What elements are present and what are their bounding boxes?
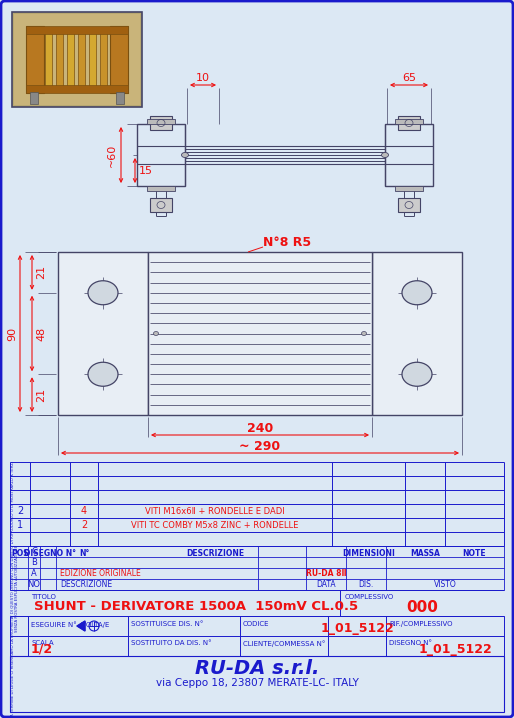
Text: 2: 2: [17, 506, 23, 516]
Text: TITOLO: TITOLO: [31, 594, 56, 600]
Bar: [26, 26, 128, 34]
Text: SHUNT - DERIVATORE 1500A  150mV CL.0.5: SHUNT - DERIVATORE 1500A 150mV CL.0.5: [34, 600, 358, 613]
Bar: [150, 198, 172, 212]
Text: 1/2: 1/2: [31, 643, 53, 656]
Text: CLIENTE/COMMESSA N°: CLIENTE/COMMESSA N°: [243, 640, 325, 647]
Text: ~ 290: ~ 290: [240, 439, 281, 452]
Bar: [45, 30, 52, 88]
Text: SOSTITUISCE DIS. N°: SOSTITUISCE DIS. N°: [131, 621, 204, 627]
Text: DIMENSIONI: DIMENSIONI: [342, 549, 395, 557]
Text: N°: N°: [79, 549, 89, 557]
Text: 1_01_5122: 1_01_5122: [320, 622, 394, 635]
Text: RU-DA 8Ⅱ: RU-DA 8Ⅱ: [306, 569, 346, 578]
Text: 240: 240: [247, 421, 273, 434]
Text: B: B: [31, 558, 37, 567]
Bar: [137, 124, 185, 186]
Text: 4: 4: [81, 506, 87, 516]
Text: NOTE: NOTE: [463, 549, 486, 557]
Bar: [147, 119, 175, 124]
Bar: [372, 252, 462, 415]
Text: DIS.: DIS.: [358, 580, 374, 589]
Bar: [58, 252, 148, 415]
Text: 1_01_5122: 1_01_5122: [418, 643, 492, 656]
Text: MASSA: MASSA: [410, 549, 440, 557]
Bar: [34, 30, 41, 88]
Text: 10: 10: [196, 73, 210, 83]
Ellipse shape: [181, 152, 189, 157]
Text: 65: 65: [402, 73, 416, 83]
Bar: [398, 116, 420, 130]
Text: SOSTITUITO DA DIS. N°: SOSTITUITO DA DIS. N°: [131, 640, 212, 646]
Text: VITI M16x6Ⅱ + RONDELLE E DADI: VITI M16x6Ⅱ + RONDELLE E DADI: [145, 506, 285, 516]
Text: VITI TC COMBY M5x8 ZINC + RONDELLE: VITI TC COMBY M5x8 ZINC + RONDELLE: [131, 521, 299, 529]
Text: SCALA: SCALA: [31, 640, 53, 646]
Bar: [10, 656, 504, 712]
Bar: [398, 198, 420, 212]
Text: 2: 2: [81, 520, 87, 530]
Text: 000: 000: [406, 600, 438, 615]
Bar: [26, 26, 44, 93]
Text: N°8 R5: N°8 R5: [263, 236, 311, 249]
Polygon shape: [77, 621, 85, 631]
Bar: [56, 30, 63, 88]
Text: A TERMINE DI LEGGE CI RISERVIAMO LA PROPRIETA' DI QUESTO DISEGNO CON DIVIETO DI : A TERMINE DI LEGGE CI RISERVIAMO LA PROP…: [10, 460, 19, 716]
Bar: [30, 92, 38, 104]
Ellipse shape: [402, 281, 432, 304]
Bar: [116, 92, 124, 104]
Text: COMPLESSIVO: COMPLESSIVO: [345, 594, 394, 600]
Bar: [14, 14, 140, 105]
Bar: [100, 30, 107, 88]
Text: DISEGNO N°: DISEGNO N°: [24, 549, 76, 557]
Bar: [89, 30, 96, 88]
Text: 48: 48: [36, 327, 46, 340]
Text: ESEGUIRE N°  VOLTA/E: ESEGUIRE N° VOLTA/E: [31, 621, 109, 628]
Text: 21: 21: [36, 388, 46, 401]
Ellipse shape: [88, 281, 118, 304]
Text: RIF./COMPLESSIVO: RIF./COMPLESSIVO: [389, 621, 452, 627]
Text: C: C: [31, 547, 37, 556]
Ellipse shape: [381, 152, 389, 157]
Text: A: A: [31, 569, 37, 578]
Text: POS: POS: [11, 549, 29, 557]
Text: DATA: DATA: [316, 580, 336, 589]
Bar: [110, 26, 128, 93]
Ellipse shape: [154, 332, 158, 335]
Ellipse shape: [402, 363, 432, 386]
Text: 15: 15: [139, 166, 153, 175]
Text: EDIZIONE ORIGINALE: EDIZIONE ORIGINALE: [60, 569, 141, 578]
Text: via Ceppo 18, 23807 MERATE-LC- ITALY: via Ceppo 18, 23807 MERATE-LC- ITALY: [156, 678, 358, 688]
Bar: [111, 30, 118, 88]
Text: VISTO: VISTO: [434, 580, 456, 589]
Bar: [147, 186, 175, 191]
Text: RU-DA s.r.l.: RU-DA s.r.l.: [195, 660, 319, 679]
Text: ~60: ~60: [107, 144, 117, 167]
Ellipse shape: [361, 332, 366, 335]
Bar: [12, 12, 142, 107]
Bar: [78, 30, 85, 88]
Text: DESCRIZIONE: DESCRIZIONE: [186, 549, 244, 557]
Bar: [395, 186, 423, 191]
Bar: [148, 252, 372, 415]
Text: NO: NO: [28, 580, 41, 589]
Text: CODICE: CODICE: [243, 621, 269, 627]
Text: DESCRIZIONE: DESCRIZIONE: [60, 580, 112, 589]
Bar: [67, 30, 74, 88]
Bar: [395, 119, 423, 124]
Bar: [26, 85, 128, 93]
Text: 90: 90: [7, 327, 17, 340]
Text: DISEGNO N°: DISEGNO N°: [389, 640, 432, 646]
Ellipse shape: [88, 363, 118, 386]
Text: 1: 1: [17, 520, 23, 530]
Text: 21: 21: [36, 266, 46, 279]
Bar: [385, 124, 433, 186]
Bar: [150, 116, 172, 130]
